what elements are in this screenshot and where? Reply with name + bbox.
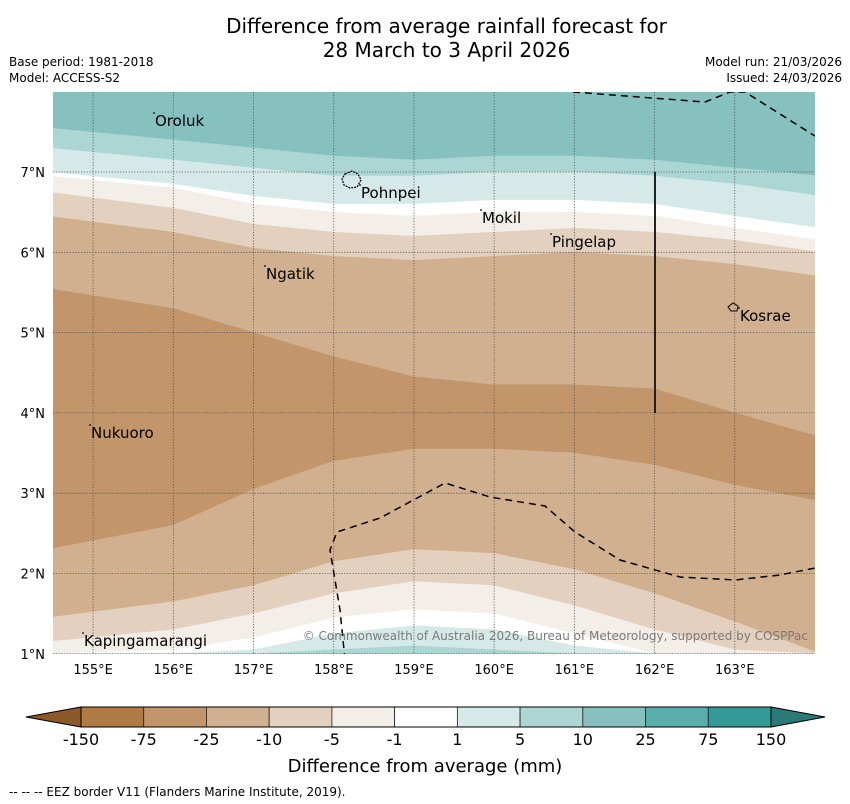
meta-left: Base period: 1981-2018 Model: ACCESS-S2 <box>9 54 154 86</box>
lon-tick-label: 161°E <box>555 663 595 678</box>
colorbar-swatch <box>707 706 772 728</box>
colorbar-tick-label: -5 <box>324 730 340 749</box>
colorbar-swatch <box>331 706 396 728</box>
place-label-kapingamarangi: Kapingamarangi <box>84 632 207 650</box>
lon-tick-label: 162°E <box>635 663 675 678</box>
copyright-notice: © Commonwealth of Australia 2026, Bureau… <box>303 629 808 643</box>
colorbar-tick-label: 1 <box>452 730 462 749</box>
place-marker <box>82 632 84 634</box>
colorbar-swatch <box>80 706 145 728</box>
colorbar-title: Difference from average (mm) <box>288 756 563 777</box>
colorbar-swatch <box>582 706 646 728</box>
lat-tick-label: 2°N <box>21 568 46 583</box>
base-period: Base period: 1981-2018 <box>9 55 154 69</box>
place-marker <box>480 209 482 211</box>
lat-tick-label: 4°N <box>21 407 46 422</box>
lat-tick-label: 3°N <box>21 487 46 502</box>
place-marker <box>89 424 91 426</box>
colorbar-tick-label: 75 <box>698 730 718 749</box>
colorbar-tick-label: -1 <box>387 730 403 749</box>
place-marker <box>359 184 361 186</box>
colorbar-swatch <box>206 706 270 728</box>
lat-tick-label: 5°N <box>21 327 46 342</box>
lat-tick-label: 1°N <box>21 648 46 663</box>
lon-tick-label: 159°E <box>394 663 434 678</box>
issued-date: Issued: 24/03/2026 <box>726 71 842 85</box>
meta-right: Model run: 21/03/2026 Issued: 24/03/2026 <box>705 54 842 86</box>
axis-ticks: 155°E 156°E 157°E 158°E 159°E 160°E 161°E 162°E… <box>21 166 755 678</box>
colorbar-extend-high <box>770 706 826 728</box>
lon-tick-label: 158°E <box>314 663 354 678</box>
title-line-2: 28 March to 3 April 2026 <box>322 38 571 62</box>
lat-tick-label: 7°N <box>21 166 46 181</box>
title-line-1: Difference from average rainfall forecas… <box>226 14 667 38</box>
model-name: Model: ACCESS-S2 <box>9 71 121 85</box>
colorbar: -150 -75 -25 -10 -5 -1 1 5 10 25 75 150 <box>25 706 826 749</box>
place-label-pohnpei: Pohnpei <box>361 184 421 202</box>
colorbar-tick-label: -25 <box>193 730 219 749</box>
eez-border-south <box>329 482 815 654</box>
kosrae-island-outline <box>727 302 739 312</box>
eez-border-north <box>572 92 815 137</box>
colorbar-tick-label: -10 <box>256 730 282 749</box>
colorbar-swatch <box>456 706 521 728</box>
lon-tick-label: 155°E <box>73 663 113 678</box>
colorbar-tick-label: -75 <box>131 730 157 749</box>
band-5-to-10-south <box>53 645 815 654</box>
colorbar-tick-label: -150 <box>63 730 99 749</box>
place-label-pingelap: Pingelap <box>552 233 616 251</box>
place-marker <box>550 233 552 235</box>
colorbar-swatch <box>143 706 207 728</box>
place-label-oroluk: Oroluk <box>155 112 204 130</box>
colorbar-tick-label: 150 <box>756 730 787 749</box>
eez-footnote: -- -- -- EEZ border V11 (Flanders Marine… <box>9 785 346 799</box>
place-marker <box>738 307 740 309</box>
map-title: Difference from average rainfall forecas… <box>0 14 850 62</box>
colorbar-swatch <box>268 706 333 728</box>
colorbar-extend-low <box>25 706 82 728</box>
lon-tick-label: 163°E <box>715 663 755 678</box>
model-run: Model run: 21/03/2026 <box>704 55 842 69</box>
colorbar-tick-label: 25 <box>635 730 655 749</box>
lat-tick-label: 6°N <box>21 246 46 261</box>
colorbar-frame <box>80 706 772 728</box>
place-marker <box>264 265 266 267</box>
lon-tick-label: 160°E <box>474 663 514 678</box>
lon-tick-label: 157°E <box>234 663 274 678</box>
place-marker <box>153 112 155 114</box>
pohnpei-island-outline <box>341 170 362 189</box>
colorbar-tick-label: 5 <box>515 730 525 749</box>
map-plot-area: Oroluk Pohnpei Mokil Pingelap Ngatik Kosrae Nu… <box>53 92 815 654</box>
colorbar-swatch <box>394 706 458 728</box>
place-label-mokil: Mokil <box>482 209 521 227</box>
place-label-ngatik: Ngatik <box>266 265 315 283</box>
place-label-nukuoro: Nukuoro <box>91 424 154 442</box>
colorbar-swatch <box>519 706 584 728</box>
colorbar-tick-label: 10 <box>573 730 593 749</box>
lon-tick-label: 156°E <box>154 663 194 678</box>
colorbar-swatch <box>645 706 709 728</box>
place-label-kosrae: Kosrae <box>740 307 791 325</box>
